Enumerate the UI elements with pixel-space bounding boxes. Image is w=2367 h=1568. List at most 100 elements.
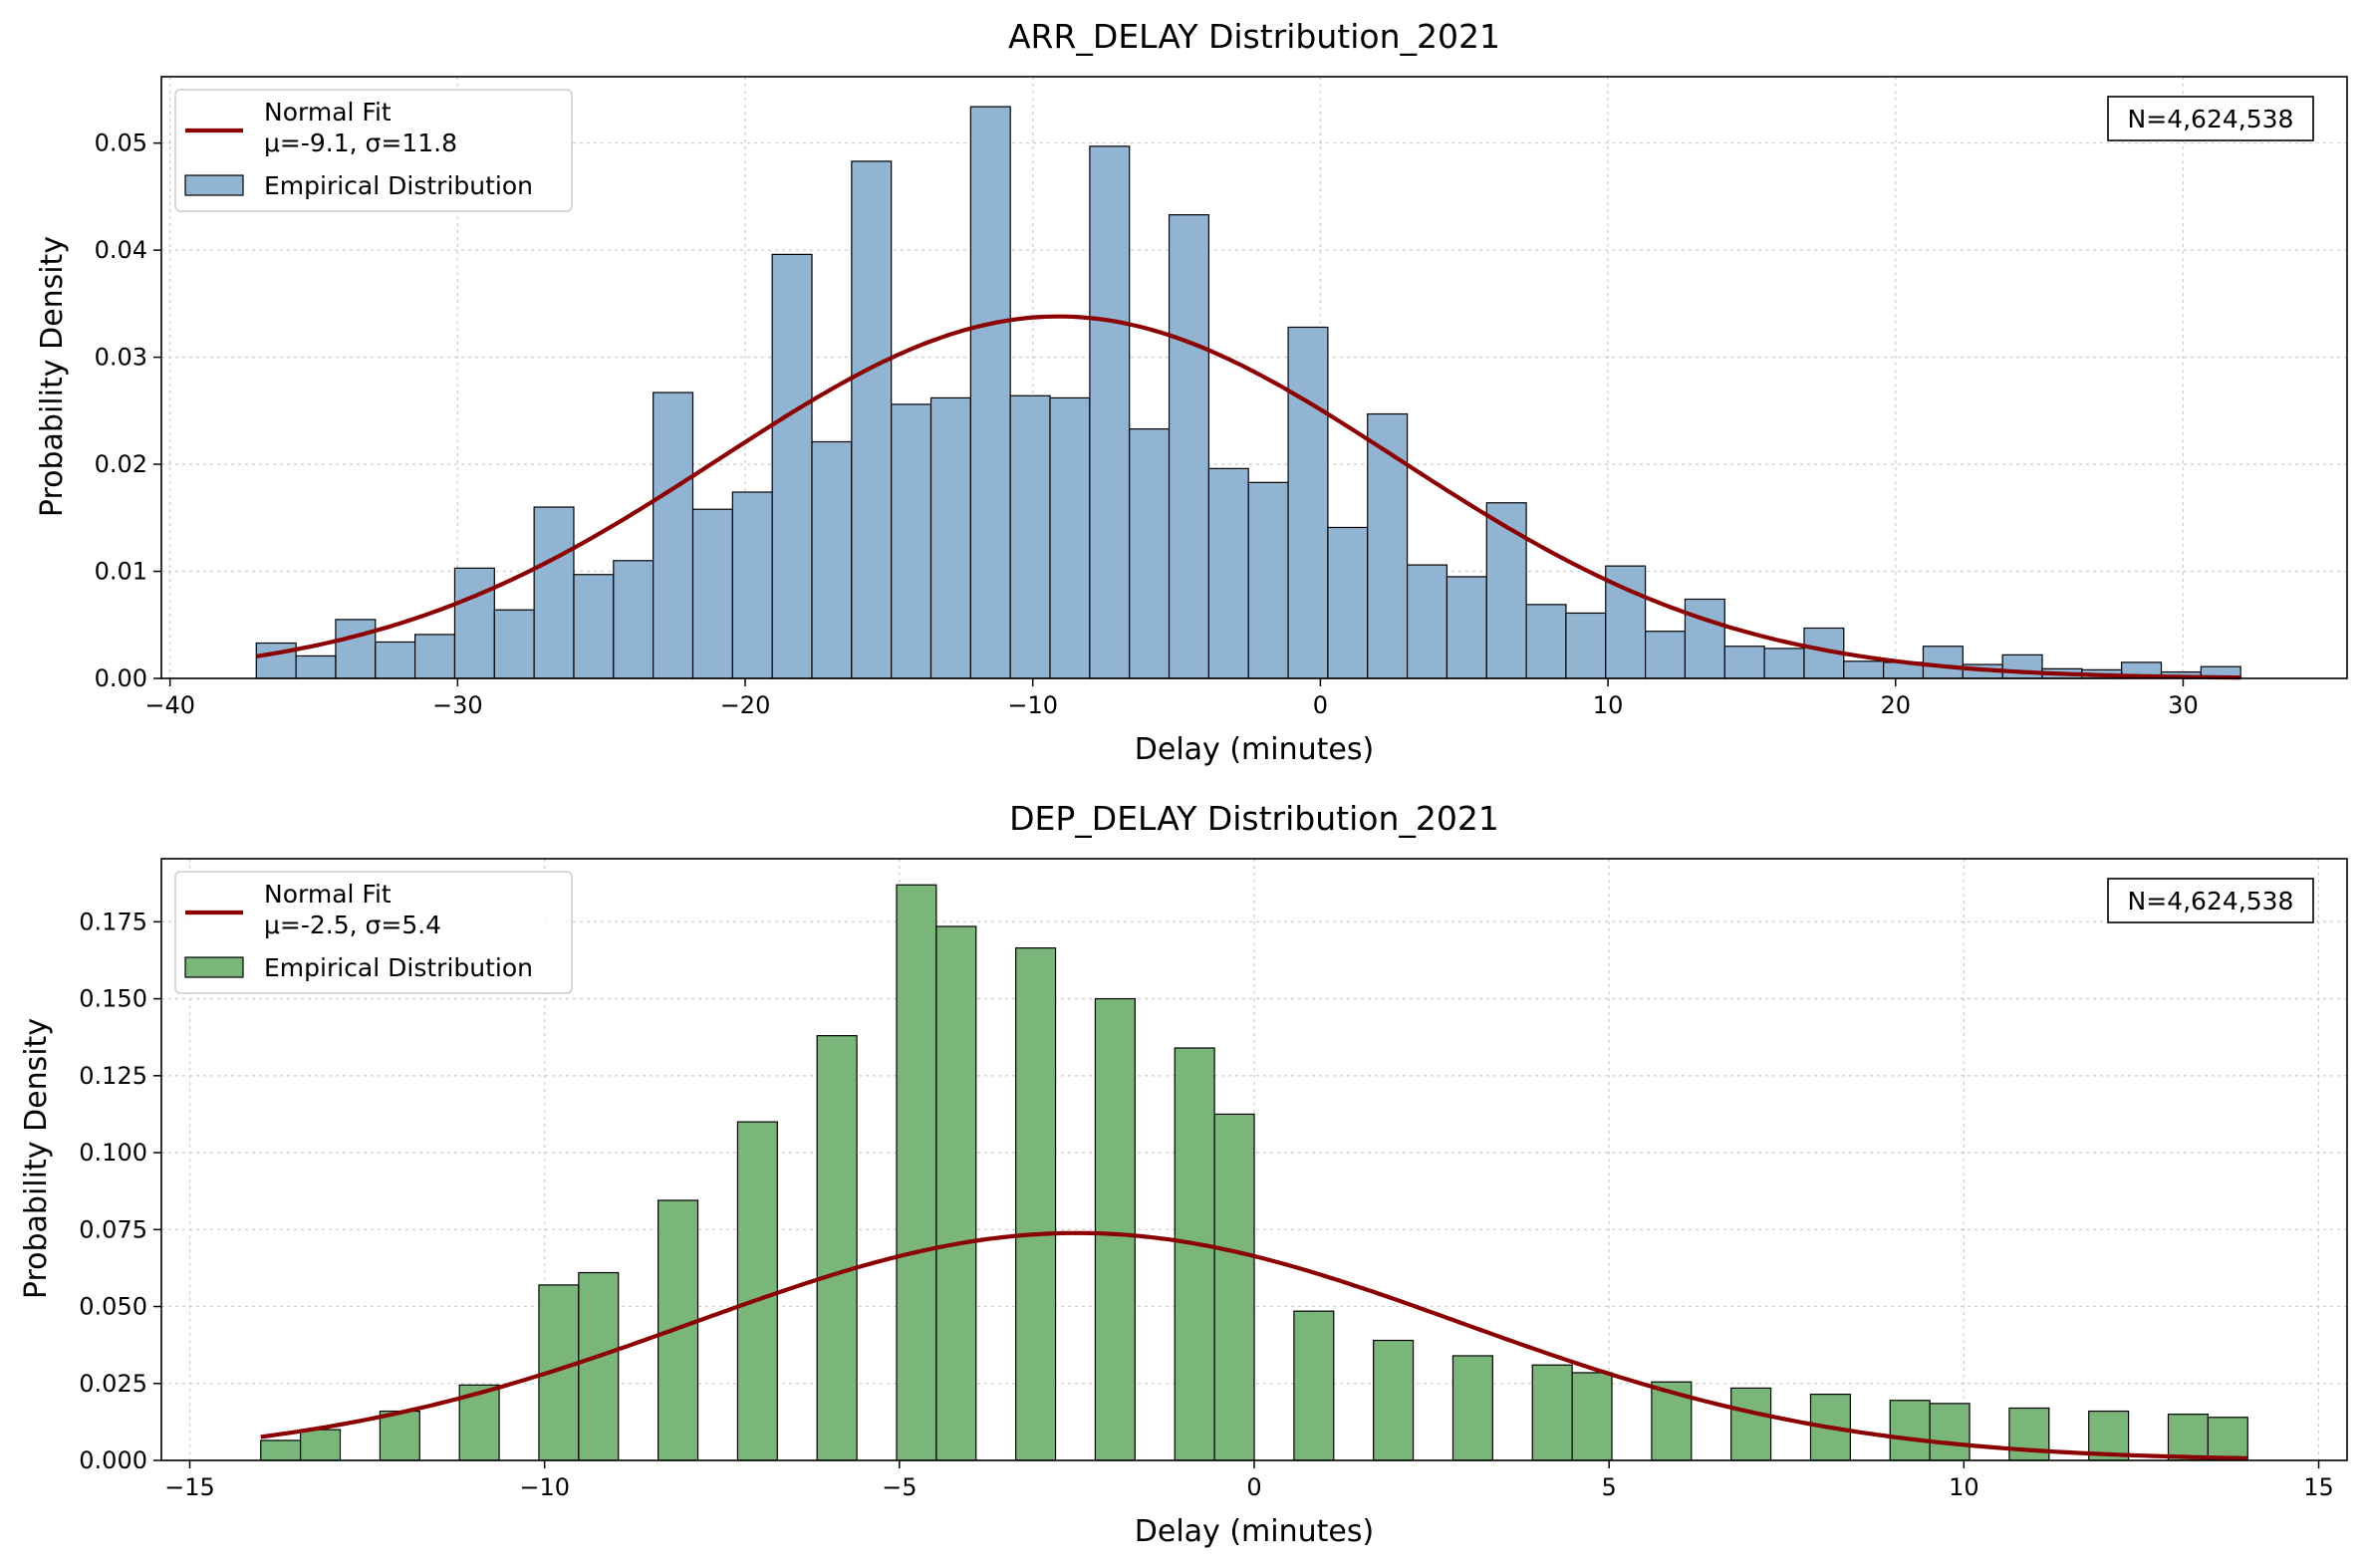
histogram-bar [1373,1339,1415,1461]
histogram-bar [578,1271,620,1461]
annotation-box [2107,878,2314,923]
dep-delay-panel: DEP_DELAY Distribution_2021 −15 −10 −5 0 5 10… [19,799,2348,1549]
y-axis-ticks: 0.00 0.01 0.02 0.03 0.04 0.05 [95,130,161,692]
histogram-bar [1293,1310,1335,1461]
histogram-bar [295,654,337,679]
x-tick-label: 10 [1593,691,1624,719]
y-tick-label: 0.025 [79,1370,147,1398]
histogram-bar [1247,481,1289,679]
histogram-bar [1451,1355,1493,1461]
y-tick-label: 0.03 [95,344,147,372]
y-axis-ticks: 0.000 0.025 0.050 0.075 0.100 0.125 0.150 0.175 [79,908,161,1474]
histogram-bar [1645,631,1687,679]
y-tick-label: 0.05 [95,130,147,157]
histogram-bar [1367,412,1409,679]
x-tick-label: 30 [2168,691,2199,719]
histogram-bar [493,609,535,679]
arr-delay-panel: ARR_DELAY Distribution_2021 −40 −30 −20 −10… [35,17,2348,767]
histogram-bar [379,1410,420,1461]
histogram-bar [1763,648,1805,679]
y-tick-label: 0.02 [95,450,147,478]
histogram-bar [736,1121,778,1461]
legend-fit-label-line2: μ=-9.1, σ=11.8 [264,129,457,157]
legend-box [174,871,573,994]
histogram-bar [969,106,1011,679]
histogram-bar [613,560,655,679]
histogram-bar [1129,427,1171,679]
y-tick-label: 0.175 [79,908,147,935]
x-tick-label: −15 [164,1473,215,1501]
annotation-text: N=4,624,538 [2128,887,2294,915]
sample-size-annotation: N=4,624,538 [2107,878,2314,923]
histogram-bar [1094,997,1136,1461]
histogram-bar [1525,604,1567,679]
histogram-bar [1684,598,1725,679]
x-tick-label: −30 [432,691,483,719]
x-tick-label: 10 [1949,1473,1979,1501]
histogram-bar [851,160,893,679]
y-tick-label: 0.01 [95,558,147,586]
x-tick-label: −20 [720,691,771,719]
histogram-bar [935,925,977,1461]
histogram-bar [1207,467,1249,679]
y-tick-label: 0.050 [79,1293,147,1321]
histogram-bar [1049,396,1091,679]
y-tick-label: 0.000 [79,1446,147,1474]
x-tick-label: 20 [1880,691,1911,719]
histogram-bar [453,567,495,679]
x-tick-label: −10 [1007,691,1058,719]
histogram-bar [896,884,937,1461]
histogram-bar [1009,394,1051,679]
histogram-bar [891,403,932,679]
normal-fit-curve [255,314,2241,680]
legend-bar-swatch [184,174,244,196]
histogram-bar [1213,1113,1255,1461]
x-tick-label: 5 [1602,1473,1617,1501]
legend-bar-swatch [184,956,244,978]
y-axis-label: Probability Density [35,236,70,517]
legend-fit-label-line1: Normal Fit [264,880,392,909]
histogram-bar [811,440,853,679]
histogram-bar [929,396,971,679]
histogram-bar [1174,1047,1215,1461]
x-tick-label: 15 [2303,1473,2334,1501]
x-tick-label: 0 [1246,1473,1261,1501]
legend-bar-label: Empirical Distribution [264,953,533,982]
histogram-bar [1015,946,1057,1461]
histogram-bar [691,508,733,679]
histogram-bar [1565,612,1607,679]
histogram-bar [1843,660,1885,679]
annotation-box [2107,96,2314,141]
x-tick-label: 0 [1313,691,1328,719]
legend-fit-label-line1: Normal Fit [264,98,392,127]
chart-title: DEP_DELAY Distribution_2021 [1009,799,1499,838]
legend: Normal Fit μ=-9.1, σ=11.8 Empirical Dist… [174,89,573,212]
sample-size-annotation: N=4,624,538 [2107,96,2314,141]
grid [161,859,2347,1461]
histogram-bar [1089,145,1131,679]
x-tick-label: −40 [144,691,195,719]
histogram-bar [1571,1372,1613,1461]
y-tick-label: 0.100 [79,1139,147,1167]
y-tick-label: 0.075 [79,1215,147,1243]
histogram-bar [1168,214,1209,679]
histogram-bar [816,1035,858,1461]
histogram-bar [1287,326,1329,679]
histogram-bar [255,642,297,679]
histogram-bar [260,1439,302,1461]
histogram-bar [1730,1387,1772,1461]
x-tick-label: −5 [882,1473,917,1501]
x-axis-label: Delay (minutes) [1135,1514,1374,1549]
histogram-bar [658,1199,699,1461]
histogram-bar [1922,646,1964,679]
histogram-bar [375,641,416,679]
histogram-bar [414,634,456,679]
x-axis-ticks: −15 −10 −5 0 5 10 15 [164,1460,2334,1501]
annotation-text: N=4,624,538 [2128,105,2294,133]
histogram-bar [731,491,773,679]
histogram-bar [573,574,615,679]
legend-box [174,89,573,212]
histogram-bar [300,1429,342,1461]
y-axis-label: Probability Density [19,1018,54,1299]
